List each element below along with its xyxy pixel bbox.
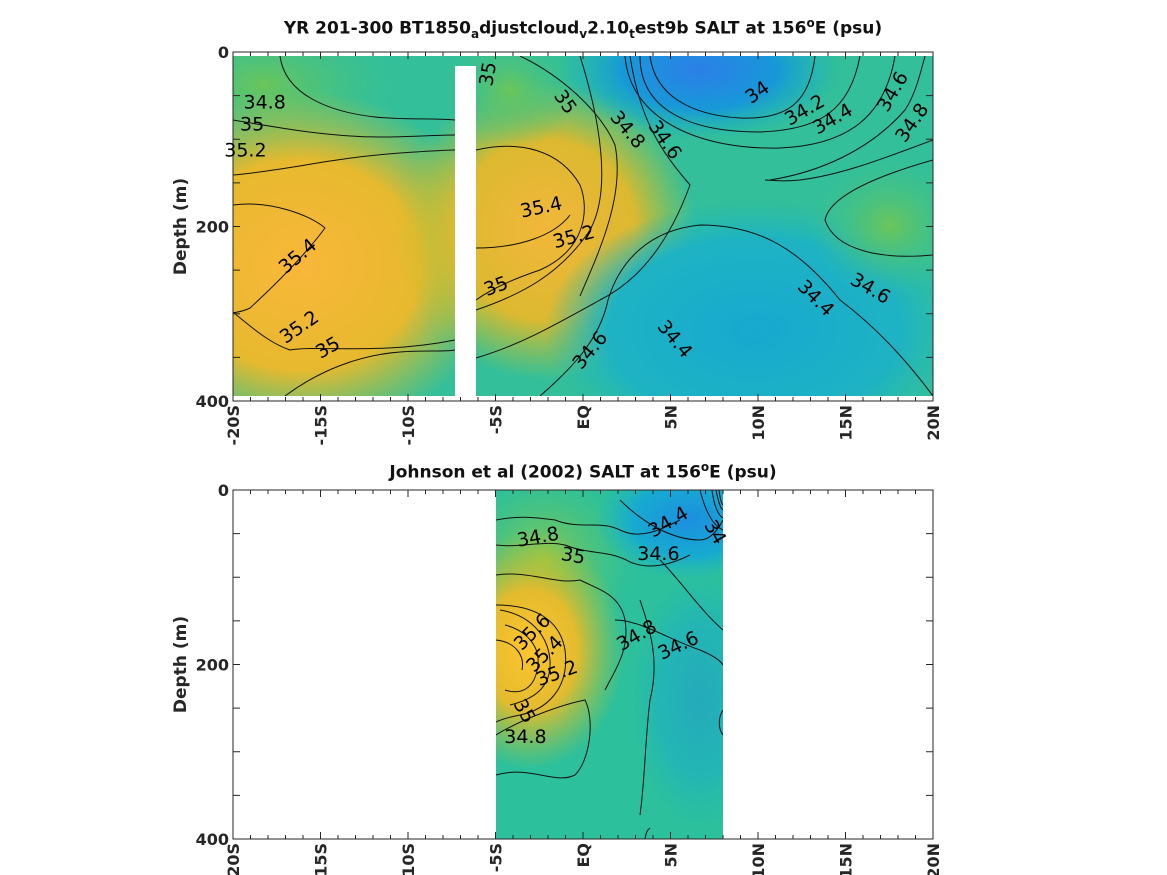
top-x-tick-label: -5S	[487, 405, 506, 434]
top-salinity-field	[233, 56, 933, 396]
top-chart-title: YR 201-300 BT1850adjustcloudv2.10test9b …	[283, 16, 883, 42]
bottom-chart-title: Johnson et al (2002) SALT at 156oE (psu)	[389, 460, 777, 483]
bottom-axis-labels: 0 200 400-20S -15S -10S -5S EQ 5N 10N 15N 20N Depth…	[171, 481, 943, 875]
top-contour-lines	[233, 56, 933, 396]
bottom-y-tick-label: 400	[196, 830, 229, 849]
top-x-tick-label: -15S	[312, 405, 331, 445]
bottom-x-tick-label: 10N	[749, 843, 768, 875]
top-y-tick-label: 400	[196, 392, 229, 411]
bottom-x-tick-label: -20S	[224, 843, 243, 875]
bottom-x-tick-label: 15N	[837, 843, 856, 875]
bottom-axis-ticks	[232, 489, 934, 840]
top-y-tick-label: 200	[196, 218, 229, 237]
top-contour-label: 34.8	[244, 92, 286, 114]
bottom-salinity-field	[496, 490, 723, 839]
bottom-x-tick-label: -15S	[312, 843, 331, 875]
top-x-tick-label: 20N	[924, 405, 943, 441]
top-x-tick-label: 15N	[837, 405, 856, 441]
bottom-x-tick-label: EQ	[574, 843, 593, 868]
bottom-y-axis-label: Depth (m)	[171, 616, 191, 713]
bottom-y-tick-label: 200	[196, 656, 229, 675]
top-x-tick-label: 5N	[662, 405, 681, 430]
bottom-x-tick-label: -10S	[399, 843, 418, 875]
top-x-tick-label: -10S	[399, 405, 418, 445]
bottom-x-tick-label: 5N	[662, 843, 681, 868]
top-x-tick-label: 10N	[749, 405, 768, 441]
top-chart-plot: 34.83535.235.435.235353534.834.635.435.2…	[171, 43, 943, 445]
top-axis-labels: 0 200 400-20S -15S -10S -5S EQ 5N 10N 15N 20N Depth…	[171, 43, 943, 445]
top-contour-label: 35	[475, 60, 501, 88]
bottom-y-tick-label: 0	[218, 481, 229, 500]
top-contour-label: 35	[240, 114, 264, 136]
top-axis-ticks	[232, 51, 934, 402]
bottom-contour-label: 35	[559, 543, 587, 569]
top-y-axis-label: Depth (m)	[171, 178, 191, 275]
bottom-contour-lines	[496, 490, 723, 839]
bottom-chart-plot: 34.83534.434.63435.635.435.23534.834.634…	[171, 481, 943, 875]
bottom-x-tick-label: 20N	[924, 843, 943, 875]
top-contour-label: 35.2	[224, 140, 266, 162]
top-x-tick-label: EQ	[574, 405, 593, 430]
top-y-tick-label: 0	[218, 43, 229, 62]
bottom-contour-label: 34.6	[637, 543, 679, 565]
bottom-x-tick-label: -5S	[487, 843, 506, 872]
bottom-contour-label: 34.8	[504, 726, 546, 748]
top-missing-data-column	[455, 66, 476, 398]
top-x-tick-label: -20S	[224, 405, 243, 445]
